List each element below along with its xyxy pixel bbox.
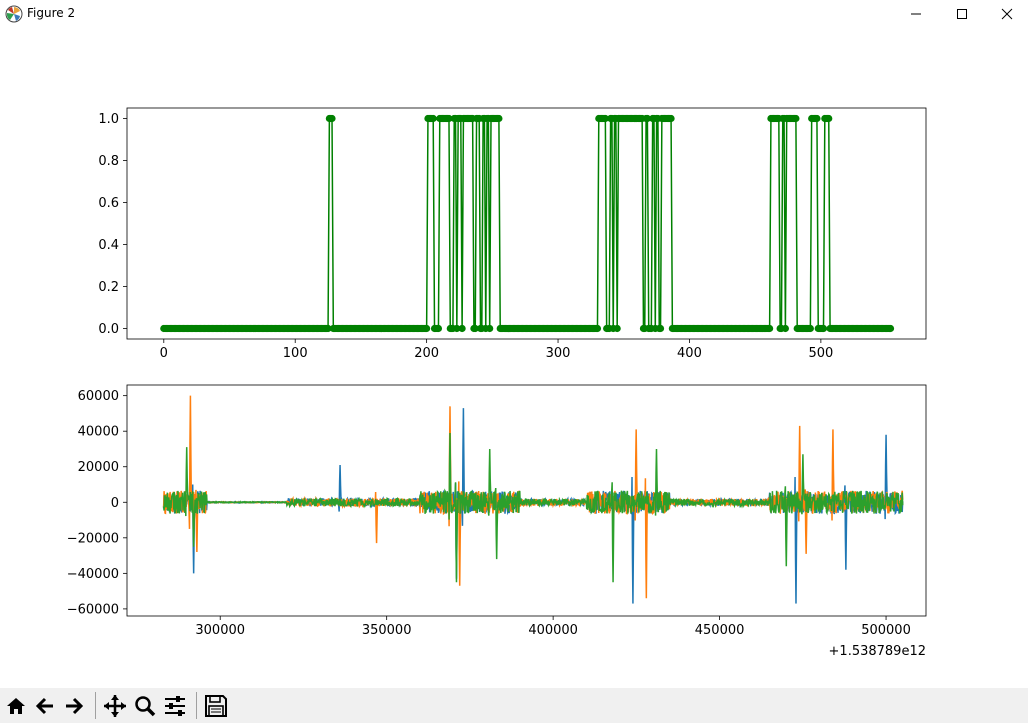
axes-frame xyxy=(126,384,927,617)
data-point xyxy=(656,324,665,333)
x-tick-label: 450000 xyxy=(695,623,745,638)
data-point xyxy=(495,114,503,123)
configure-subplots-button[interactable] xyxy=(161,690,189,721)
y-tick-label: 20000 xyxy=(78,460,119,475)
data-point xyxy=(434,324,443,333)
x-tick-label: 0 xyxy=(160,346,168,361)
x-offset-label: +1.538789e12 xyxy=(829,644,926,659)
x-tick-label: 350000 xyxy=(362,623,412,638)
back-button[interactable] xyxy=(31,690,59,721)
data-point xyxy=(328,114,336,123)
subplot-bottom: 300000 350000 400000 450000 500000−60000−400… xyxy=(67,384,927,659)
data-point xyxy=(886,324,895,333)
y-tick-label: 0.6 xyxy=(98,196,119,211)
data-point xyxy=(471,324,479,333)
data-point xyxy=(324,324,332,333)
data-point xyxy=(643,114,652,123)
arrow-right-icon xyxy=(66,697,84,714)
y-tick-label: −60000 xyxy=(67,602,119,617)
home-button[interactable] xyxy=(2,690,30,721)
y-tick-label: −20000 xyxy=(67,531,119,546)
plot-area xyxy=(160,114,895,333)
maximize-icon xyxy=(957,9,967,19)
x-tick-label: 500000 xyxy=(861,623,911,638)
series-line xyxy=(163,117,891,330)
move-icon xyxy=(104,694,126,717)
data-point xyxy=(825,114,833,123)
close-icon xyxy=(1001,8,1013,20)
y-tick-label: 0.8 xyxy=(98,154,119,169)
maximize-button[interactable] xyxy=(939,0,985,28)
pan-button[interactable] xyxy=(101,690,129,721)
y-tick-label: −40000 xyxy=(67,567,119,582)
sliders-icon xyxy=(165,695,185,716)
data-point xyxy=(813,114,821,123)
x-tick-label: 100 xyxy=(283,346,308,361)
data-point xyxy=(445,114,453,123)
plot-area xyxy=(162,395,904,604)
data-point xyxy=(453,324,461,333)
x-tick-label: 300 xyxy=(546,346,571,361)
toolbar-separator xyxy=(196,692,197,719)
data-point xyxy=(423,324,431,333)
y-tick-label: 0.4 xyxy=(98,238,119,253)
data-point xyxy=(766,324,774,333)
minimize-icon xyxy=(911,13,921,15)
toolbar-separator xyxy=(95,692,96,719)
data-point xyxy=(486,324,494,333)
x-tick-label: 400 xyxy=(677,346,702,361)
y-tick-label: 0 xyxy=(111,496,119,511)
close-button[interactable] xyxy=(984,0,1028,28)
signal-line xyxy=(162,432,904,583)
data-point xyxy=(781,324,789,333)
data-point xyxy=(806,324,814,333)
data-point xyxy=(593,324,602,333)
y-tick-label: 0.0 xyxy=(98,322,119,337)
y-tick-label: 60000 xyxy=(78,389,119,404)
subplot-top: 0 100 200 300 400 500 0.0 0.2 0.4 0.6 0.8 1.0 xyxy=(98,107,927,361)
axes-frame xyxy=(126,107,927,340)
save-button[interactable] xyxy=(202,690,230,721)
x-tick-label: 400000 xyxy=(528,623,578,638)
y-tick-label: 0.2 xyxy=(98,280,119,295)
x-tick-label: 500 xyxy=(808,346,833,361)
x-tick-label: 300000 xyxy=(195,623,245,638)
arrow-left-icon xyxy=(35,697,53,714)
x-tick-label: 200 xyxy=(414,346,439,361)
data-point xyxy=(601,114,609,123)
y-tick-label: 1.0 xyxy=(98,112,119,127)
data-point xyxy=(819,324,828,333)
floppy-disk-icon xyxy=(205,694,227,717)
data-point xyxy=(429,114,437,123)
y-tick-label: 40000 xyxy=(78,425,119,440)
home-icon xyxy=(7,697,25,714)
navigation-toolbar xyxy=(0,688,1028,723)
data-point xyxy=(613,324,621,333)
data-point xyxy=(458,324,466,333)
forward-button[interactable] xyxy=(60,690,88,721)
data-point xyxy=(667,114,675,123)
data-point xyxy=(792,114,800,123)
matplotlib-logo-icon xyxy=(5,5,23,23)
zoom-button[interactable] xyxy=(131,690,159,721)
magnifier-icon xyxy=(135,695,156,716)
window-title: Figure 2 xyxy=(27,6,76,20)
minimize-button[interactable] xyxy=(893,0,939,28)
figure-canvas[interactable]: 0 100 200 300 400 500 0.0 0.2 0.4 0.6 0.8 1.0 30000… xyxy=(0,28,1028,688)
title-bar: Figure 2 xyxy=(0,0,1028,28)
